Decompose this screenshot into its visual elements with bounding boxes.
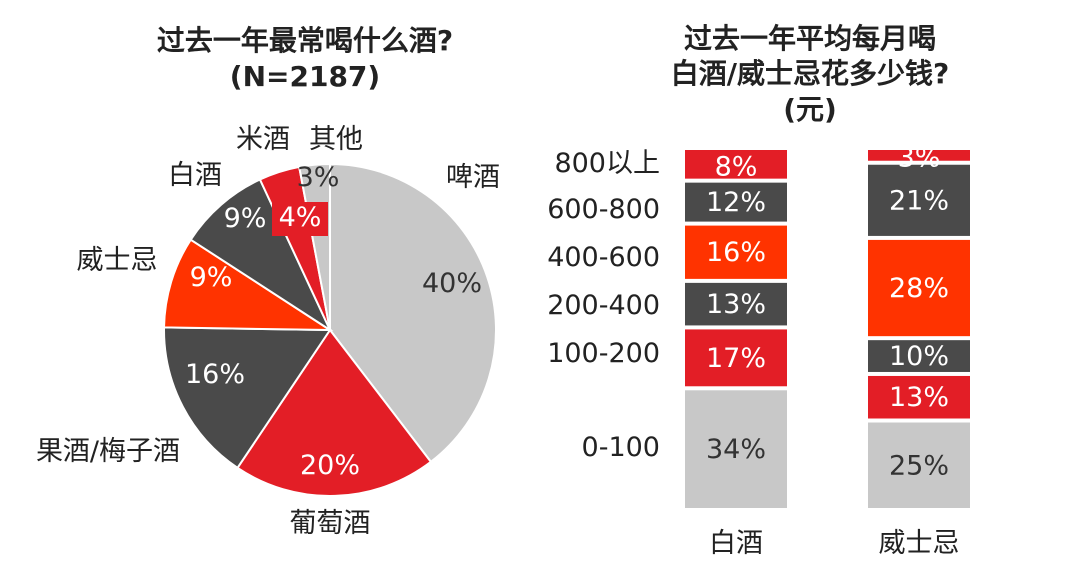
bar-segment — [685, 282, 787, 326]
bar-chart-title-line-2: 白酒/威士忌花多少钱? — [670, 57, 950, 90]
pie-slice — [163, 326, 332, 470]
bar-value-label: 28% — [889, 273, 949, 304]
bar-category-label: 白酒 — [709, 528, 763, 559]
bar-segment — [685, 329, 787, 387]
bar-segment — [868, 340, 970, 372]
bar-value-label: 8% — [715, 151, 758, 182]
bar-series-label: 200-400 — [547, 290, 660, 321]
bar-series-label: 600-800 — [547, 194, 660, 225]
bar-value-label: 34% — [706, 434, 766, 465]
pie-slice — [329, 162, 497, 464]
pie-slice — [189, 178, 333, 333]
pie-category-label: 其他 — [309, 124, 363, 155]
pie-value-label: 9% — [224, 203, 267, 234]
pie-value-label: 16% — [185, 359, 245, 390]
bar-value-label: 3% — [898, 142, 941, 173]
pie-chart-title: 过去一年最常喝什么酒? — [156, 24, 454, 57]
pie-slice — [163, 238, 334, 332]
bar-segment — [868, 422, 970, 508]
bar-segment — [685, 225, 787, 279]
pie-value-label: 9% — [190, 262, 233, 293]
pie-slice — [236, 328, 433, 497]
bar-value-label: 21% — [889, 185, 949, 216]
bar-segment — [685, 182, 787, 222]
pie-value-label: 20% — [300, 450, 360, 481]
bar-segment — [868, 164, 970, 236]
pie-category-label: 葡萄酒 — [290, 508, 371, 539]
pie-value-label: 40% — [422, 268, 482, 299]
bar-series-label: 100-200 — [547, 338, 660, 369]
pie-value-label: 4% — [279, 202, 322, 233]
bar-value-label: 16% — [706, 237, 766, 268]
bar-series-label: 400-600 — [547, 242, 660, 273]
bar-value-label: 10% — [889, 341, 949, 372]
bar-segment — [685, 390, 787, 508]
bar-value-label: 25% — [889, 450, 949, 481]
bar-value-label: 17% — [706, 343, 766, 374]
pie-chart-subtitle: (N=2187) — [229, 60, 381, 93]
pie-value-label: 3% — [297, 162, 340, 193]
bar-chart-title-line-3: (元) — [783, 93, 837, 126]
bar-chart-title-line-1: 过去一年平均每月喝 — [683, 22, 936, 55]
bar-value-label: 12% — [706, 187, 766, 218]
pie-category-label: 米酒 — [236, 124, 290, 155]
pie-value-label-bg — [272, 202, 328, 236]
pie-category-label: 威士忌 — [77, 245, 158, 276]
bar-series-label: 0-100 — [582, 432, 660, 463]
bar-value-label: 13% — [889, 382, 949, 413]
bar-segment — [868, 239, 970, 337]
pie-category-label: 白酒 — [168, 160, 222, 191]
bar-series-label: 800以上 — [554, 148, 660, 179]
bar-segment — [868, 150, 970, 161]
bar-category-label: 威士忌 — [879, 528, 960, 559]
bar-segment — [685, 150, 787, 179]
bar-segment — [868, 375, 970, 419]
bar-value-label: 13% — [706, 289, 766, 320]
pie-category-label: 果酒/梅子酒 — [36, 436, 180, 467]
pie-category-label: 啤酒 — [446, 162, 500, 193]
